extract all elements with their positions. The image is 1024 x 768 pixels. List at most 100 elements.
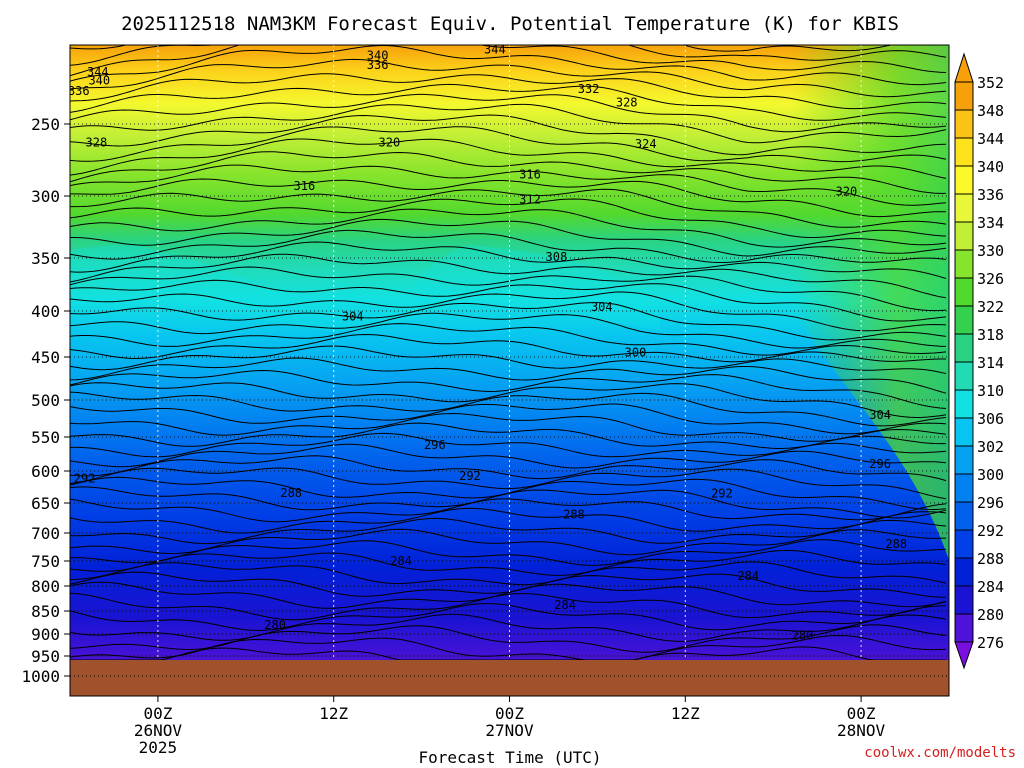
y-tick-label-1000: 1000 bbox=[21, 667, 60, 686]
y-tick-label-250: 250 bbox=[31, 115, 60, 134]
contour-line bbox=[70, 45, 947, 66]
colorbar-segment bbox=[954, 277, 974, 307]
colorbar: 352 348 344 340 336 334 330 326 322 318 314 310 306 3… bbox=[954, 52, 1004, 670]
colorbar-segment bbox=[954, 613, 974, 643]
contour-line bbox=[70, 253, 947, 299]
contour-label-292: 292 bbox=[74, 472, 96, 486]
colorbar-segment bbox=[954, 333, 974, 363]
contour-label-292: 292 bbox=[459, 469, 481, 483]
colorbar-segment bbox=[954, 473, 974, 503]
contour-label-292: 292 bbox=[711, 486, 733, 500]
contour-line bbox=[70, 302, 947, 341]
x-axis-label: Forecast Time (UTC) bbox=[418, 748, 601, 767]
terrain-below-ground bbox=[70, 660, 949, 696]
contour-line bbox=[70, 528, 947, 556]
contour-line bbox=[70, 613, 947, 642]
contour-label-320: 320 bbox=[836, 185, 858, 199]
contour-label-344: 344 bbox=[87, 65, 109, 79]
contour-line bbox=[70, 83, 947, 121]
colorbar-label-300: 300 bbox=[977, 466, 1004, 484]
contour-line bbox=[70, 114, 947, 156]
x-tick-label: 00Z bbox=[847, 704, 876, 723]
contour-line bbox=[70, 198, 947, 238]
contour-label-336: 336 bbox=[367, 58, 389, 72]
colorbar-label-340: 340 bbox=[977, 158, 1004, 176]
contour-line bbox=[70, 241, 947, 279]
contour-line bbox=[70, 45, 894, 52]
colorbar-segment bbox=[954, 249, 974, 279]
colorbar-segment bbox=[954, 81, 974, 111]
contour-line bbox=[70, 345, 947, 375]
contour-label-312: 312 bbox=[519, 193, 541, 207]
contour-line bbox=[70, 45, 947, 86]
colorbar-label-334: 334 bbox=[977, 214, 1004, 232]
contour-label-316: 316 bbox=[519, 167, 541, 181]
contour-label-332: 332 bbox=[578, 82, 600, 96]
y-tick-label-800: 800 bbox=[31, 577, 60, 596]
contour-line bbox=[70, 443, 947, 469]
y-tick-label-400: 400 bbox=[31, 302, 60, 321]
contour-line bbox=[70, 229, 947, 263]
contour-line bbox=[70, 432, 947, 458]
dry-air-intrusion-region bbox=[600, 45, 949, 560]
contour-line bbox=[70, 58, 947, 98]
contour-line bbox=[70, 603, 946, 631]
contour-line bbox=[70, 333, 946, 363]
x-tick-label: 00Z bbox=[495, 704, 524, 723]
colorbar-label-326: 326 bbox=[977, 270, 1004, 288]
contour-line bbox=[70, 188, 947, 228]
x-tick-label: 12Z bbox=[319, 704, 348, 723]
contour-line bbox=[70, 93, 947, 133]
contour-label-296: 296 bbox=[424, 438, 446, 452]
colorbar-label-296: 296 bbox=[977, 494, 1004, 512]
y-tick-label-950: 950 bbox=[31, 647, 60, 666]
colorbar-segment bbox=[954, 221, 974, 251]
contour-line bbox=[70, 539, 947, 566]
colorbar-label-322: 322 bbox=[977, 298, 1004, 316]
contour-label-328: 328 bbox=[616, 96, 638, 110]
contour-label-280: 280 bbox=[792, 628, 814, 642]
contour-line bbox=[70, 412, 947, 442]
colorbar-segment bbox=[954, 417, 974, 447]
colorbar-label-310: 310 bbox=[977, 382, 1004, 400]
contour-label-300: 300 bbox=[625, 345, 647, 359]
colorbar-label-288: 288 bbox=[977, 550, 1004, 568]
contour-label-324: 324 bbox=[635, 137, 657, 151]
contour-line bbox=[70, 208, 947, 248]
contour-line bbox=[70, 103, 947, 144]
colorbar-segment bbox=[954, 137, 974, 167]
colorbar-top-arrow bbox=[954, 52, 974, 83]
contour-line bbox=[70, 561, 947, 586]
contour-label-328: 328 bbox=[86, 136, 108, 150]
contour-line bbox=[70, 467, 947, 500]
contour-line bbox=[70, 382, 947, 419]
contour-line bbox=[70, 634, 947, 661]
y-tick-label-550: 550 bbox=[31, 428, 60, 447]
colorbar-label-348: 348 bbox=[977, 102, 1004, 120]
contour-line bbox=[70, 138, 947, 179]
y-axis: 250 300 350 400 450 500 550 600 650 700 750 800 850 9… bbox=[21, 115, 70, 686]
contour-label-288: 288 bbox=[563, 507, 585, 521]
colorbar-label-276: 276 bbox=[977, 634, 1004, 652]
y-tick-label-350: 350 bbox=[31, 249, 60, 268]
x-tick-label: 12Z bbox=[671, 704, 700, 723]
colorbar-label-292: 292 bbox=[977, 522, 1004, 540]
colorbar-segment bbox=[954, 557, 974, 587]
colorbar-segment bbox=[954, 193, 974, 223]
contour-label-336: 336 bbox=[68, 84, 90, 98]
y-tick-label-300: 300 bbox=[31, 187, 60, 206]
contour-line bbox=[70, 323, 947, 356]
contour-line bbox=[70, 391, 947, 427]
colorbar-label-314: 314 bbox=[977, 354, 1004, 372]
contour-label-284: 284 bbox=[737, 569, 759, 583]
contour-line bbox=[70, 550, 947, 576]
colorbar-segment bbox=[954, 501, 974, 531]
contour-line bbox=[70, 403, 947, 435]
contour-line bbox=[70, 517, 947, 545]
contour-line bbox=[70, 455, 947, 482]
chart-title: 2025112518 NAM3KM Forecast Equiv. Potent… bbox=[121, 13, 899, 35]
y-tick-label-900: 900 bbox=[31, 625, 60, 644]
contour-line bbox=[70, 486, 947, 519]
